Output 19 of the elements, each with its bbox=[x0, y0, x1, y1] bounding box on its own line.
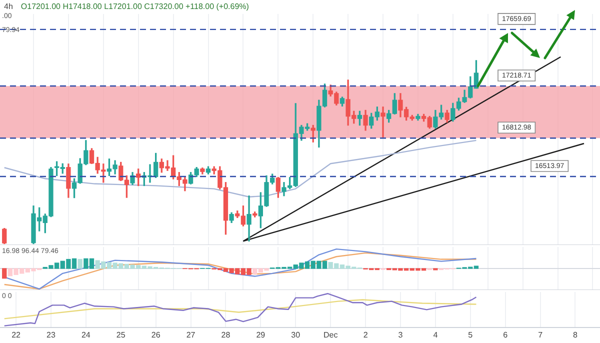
chart-subtitle: O17201.00 H17418.00 L17201.00 C17320.00 +118.00 (+0.69%) bbox=[20, 2, 249, 11]
x-tick-label: 2 bbox=[363, 330, 368, 340]
x-tick-label: Dec bbox=[323, 330, 338, 340]
x-tick-label: 26 bbox=[151, 330, 161, 340]
x-tick-label: 28 bbox=[221, 330, 231, 340]
x-tick-label: 27 bbox=[186, 330, 196, 340]
x-tick-label: 24 bbox=[81, 330, 91, 340]
chart-title: 4h bbox=[4, 2, 13, 11]
x-tick-label: 23 bbox=[46, 330, 56, 340]
x-tick-label: 29 bbox=[256, 330, 266, 340]
x-tick-label: 25 bbox=[116, 330, 126, 340]
x-tick-label: 22 bbox=[12, 330, 22, 340]
x-tick-label: 5 bbox=[468, 330, 474, 340]
x-tick-label: 7 bbox=[538, 330, 544, 340]
x-tick-label: 4 bbox=[433, 330, 438, 340]
x-tick-label: 6 bbox=[503, 330, 508, 340]
x-tick-label: 3 bbox=[398, 330, 404, 340]
x-tick-label: 8 bbox=[573, 330, 578, 340]
x-tick-label: 30 bbox=[291, 330, 301, 340]
